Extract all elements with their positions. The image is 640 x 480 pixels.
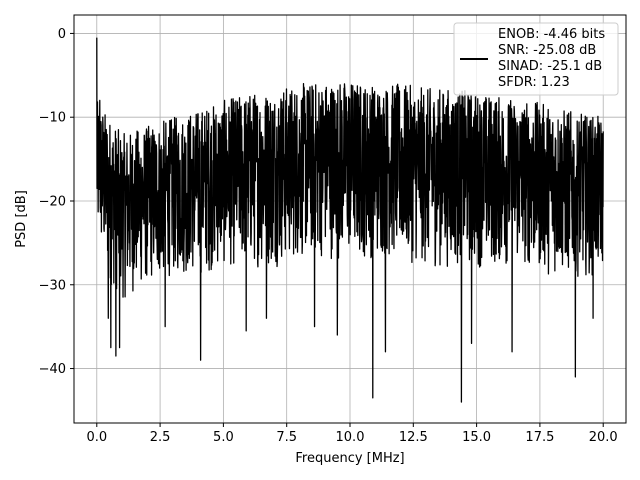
legend-line: ENOB: -4.46 bits bbox=[498, 27, 605, 42]
y-axis: 0 −10 −20 −30 −40 bbox=[39, 27, 74, 377]
y-tick-label: −30 bbox=[39, 278, 66, 293]
x-tick-label: 17.5 bbox=[525, 430, 554, 445]
legend-entry: ENOB: -4.46 bits SNR: -25.08 dB SINAD: -25… bbox=[498, 27, 605, 90]
x-tick-label: 20.0 bbox=[589, 430, 618, 445]
y-axis-label: PSD [dB] bbox=[14, 190, 29, 248]
legend-line: SINAD: -25.1 dB bbox=[498, 59, 602, 74]
y-tick-label: −40 bbox=[39, 362, 66, 377]
y-tick-label: −10 bbox=[39, 111, 66, 126]
legend-line: SNR: -25.08 dB bbox=[498, 43, 596, 58]
legend-box bbox=[453, 22, 619, 96]
legend-line: SFDR: 1.23 bbox=[498, 75, 570, 90]
x-tick-label: 5.0 bbox=[213, 430, 234, 445]
x-tick-label: 10.0 bbox=[336, 430, 365, 445]
y-tick-label: 0 bbox=[58, 27, 66, 42]
x-axis-label: Frequency [MHz] bbox=[295, 451, 404, 466]
x-axis: 0.0 2.5 5.0 7.5 10.0 12.5 15.0 17.5 20.0 bbox=[86, 423, 618, 445]
data-layer bbox=[96, 37, 604, 403]
psd-series-line bbox=[96, 37, 604, 403]
x-tick-label: 7.5 bbox=[276, 430, 297, 445]
x-tick-label: 0.0 bbox=[86, 430, 107, 445]
x-tick-label: 12.5 bbox=[399, 430, 428, 445]
x-tick-label: 15.0 bbox=[462, 430, 491, 445]
y-tick-label: −20 bbox=[39, 194, 66, 209]
legend: ENOB: -4.46 bits SNR: -25.08 dB SINAD: -25… bbox=[453, 22, 619, 96]
x-tick-label: 2.5 bbox=[150, 430, 171, 445]
